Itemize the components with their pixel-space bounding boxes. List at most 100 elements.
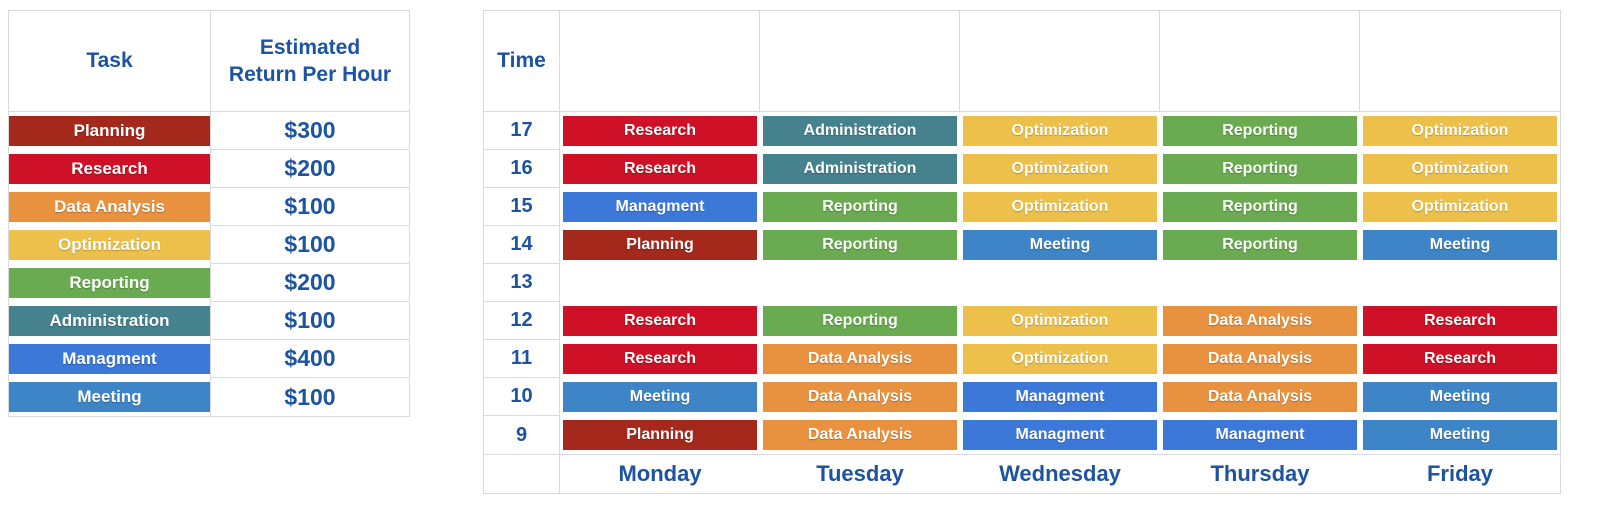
- task-column-header: Task: [9, 11, 210, 112]
- return-header-text: Estimated Return Per Hour: [228, 35, 392, 86]
- task-pill-managment: Managment: [563, 192, 757, 222]
- schedule-cell: Research: [560, 302, 760, 340]
- schedule-cell: Optimization: [960, 302, 1160, 340]
- task-pill-data-analysis: Data Analysis: [1163, 344, 1357, 374]
- task-pill-optimization: Optimization: [963, 306, 1157, 336]
- task-pill-meeting: Meeting: [1363, 230, 1557, 260]
- task-pill-research: Research: [1363, 306, 1557, 336]
- schedule-cell: Reporting: [760, 302, 960, 340]
- schedule-cell: Optimization: [1360, 112, 1560, 150]
- task-pill-optimization: Optimization: [9, 230, 210, 260]
- task-pill-planning: Planning: [563, 230, 757, 260]
- day-label: Wednesday: [960, 454, 1160, 493]
- schedule-cell: Research: [560, 340, 760, 378]
- task-cell: Data Analysis: [9, 188, 210, 226]
- task-pill-managment: Managment: [1163, 420, 1357, 450]
- task-cell: Optimization: [9, 226, 210, 264]
- task-pill-data-analysis: Data Analysis: [763, 420, 957, 450]
- schedule-cell: Planning: [560, 416, 760, 454]
- footer-time-cell: [484, 454, 560, 493]
- day-label: Friday: [1360, 454, 1560, 493]
- schedule-cell: [760, 264, 960, 302]
- task-pill-administration: Administration: [763, 154, 957, 184]
- schedule-cell: Data Analysis: [1160, 378, 1360, 416]
- task-pill-reporting: Reporting: [1163, 192, 1357, 222]
- schedule-cell: Data Analysis: [1160, 302, 1360, 340]
- task-pill-research: Research: [563, 116, 757, 146]
- task-pill-research: Research: [1363, 344, 1557, 374]
- task-cell: Planning: [9, 112, 210, 150]
- schedule-cell: Research: [560, 150, 760, 188]
- task-pill-meeting: Meeting: [563, 382, 757, 412]
- task-pill-meeting: Meeting: [963, 230, 1157, 260]
- schedule-cell: Meeting: [960, 226, 1160, 264]
- task-pill-research: Research: [563, 154, 757, 184]
- time-cell: 17: [484, 112, 560, 150]
- task-pill-managment: Managment: [963, 420, 1157, 450]
- schedule-cell: [960, 264, 1160, 302]
- schedule-cell: Reporting: [1160, 226, 1360, 264]
- schedule-cell: Reporting: [1160, 188, 1360, 226]
- schedule-cell: Reporting: [760, 226, 960, 264]
- schedule-cell: Data Analysis: [760, 340, 960, 378]
- task-pill-reporting: Reporting: [763, 230, 957, 260]
- schedule-cell: Meeting: [1360, 416, 1560, 454]
- day-header-cell: [1360, 11, 1560, 112]
- task-return-table: Task Estimated Return Per Hour Planning $3…: [8, 10, 410, 417]
- time-cell: 11: [484, 340, 560, 378]
- task-pill-planning: Planning: [563, 420, 757, 450]
- return-value-cell: $100: [210, 302, 409, 340]
- schedule-cell: Reporting: [1160, 112, 1360, 150]
- task-pill-research: Research: [563, 306, 757, 336]
- task-cell: Research: [9, 150, 210, 188]
- schedule-cell: Planning: [560, 226, 760, 264]
- time-cell: 15: [484, 188, 560, 226]
- task-pill-data-analysis: Data Analysis: [1163, 382, 1357, 412]
- schedule-cell: Research: [560, 112, 760, 150]
- task-cell: Administration: [9, 302, 210, 340]
- return-value-cell: $100: [210, 378, 409, 416]
- return-value-cell: $300: [210, 112, 409, 150]
- time-cell: 14: [484, 226, 560, 264]
- schedule-cell: Data Analysis: [1160, 340, 1360, 378]
- schedule-cell: Meeting: [560, 378, 760, 416]
- return-column-header: Estimated Return Per Hour: [210, 11, 409, 112]
- schedule-cell: [560, 264, 760, 302]
- day-header-cell: [560, 11, 760, 112]
- task-pill-managment: Managment: [963, 382, 1157, 412]
- schedule-cell: Managment: [960, 378, 1160, 416]
- time-cell: 12: [484, 302, 560, 340]
- return-value-cell: $100: [210, 188, 409, 226]
- task-pill-administration: Administration: [9, 306, 210, 336]
- task-pill-optimization: Optimization: [963, 154, 1157, 184]
- schedule-cell: Managment: [560, 188, 760, 226]
- task-pill-meeting: Meeting: [1363, 382, 1557, 412]
- schedule-table: Time 17 Research Administration Optimizatio…: [483, 10, 1561, 494]
- task-pill-reporting: Reporting: [9, 268, 210, 298]
- time-column-header: Time: [484, 11, 560, 112]
- task-pill-reporting: Reporting: [763, 306, 957, 336]
- return-value-cell: $200: [210, 150, 409, 188]
- schedule-cell: Administration: [760, 150, 960, 188]
- task-pill-data-analysis: Data Analysis: [9, 192, 210, 222]
- task-pill-reporting: Reporting: [763, 192, 957, 222]
- schedule-cell: Optimization: [960, 340, 1160, 378]
- task-pill-managment: Managment: [9, 344, 210, 374]
- schedule-cell: Optimization: [1360, 150, 1560, 188]
- task-pill-administration: Administration: [763, 116, 957, 146]
- schedule-cell: Optimization: [960, 112, 1160, 150]
- schedule-cell: Data Analysis: [760, 416, 960, 454]
- time-cell: 16: [484, 150, 560, 188]
- schedule-cell: Optimization: [1360, 188, 1560, 226]
- schedule-cell: Reporting: [1160, 150, 1360, 188]
- task-cell: Reporting: [9, 264, 210, 302]
- task-pill-research: Research: [9, 154, 210, 184]
- task-pill-data-analysis: Data Analysis: [763, 344, 957, 374]
- schedule-cell: Research: [1360, 302, 1560, 340]
- schedule-cell: Research: [1360, 340, 1560, 378]
- task-pill-reporting: Reporting: [1163, 230, 1357, 260]
- task-pill-optimization: Optimization: [1363, 154, 1557, 184]
- day-header-cell: [760, 11, 960, 112]
- day-label: Monday: [560, 454, 760, 493]
- time-cell: 13: [484, 264, 560, 302]
